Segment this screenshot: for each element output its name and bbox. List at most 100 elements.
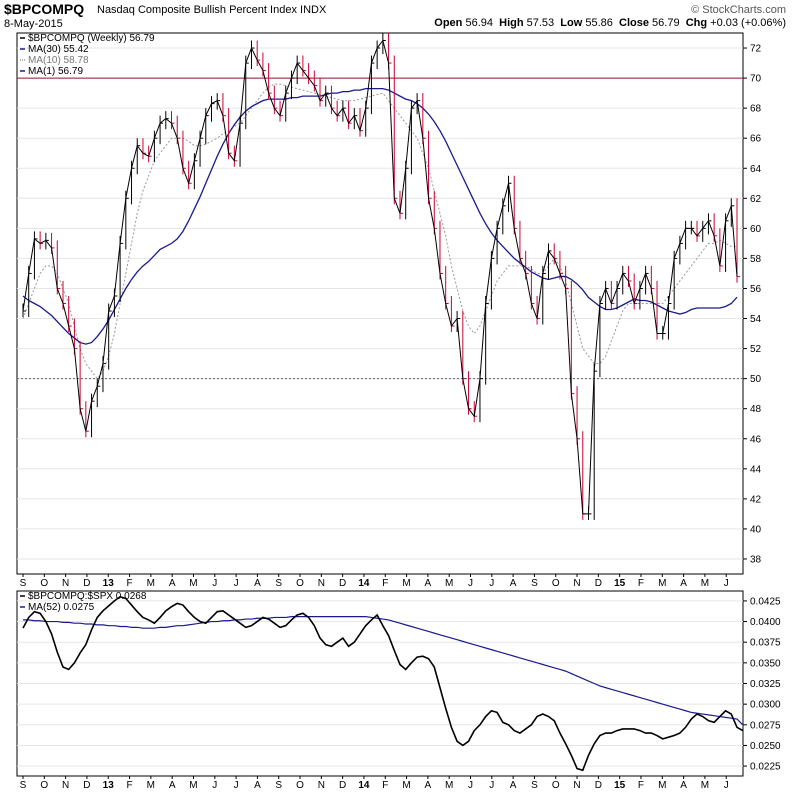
chg-label: Chg — [685, 17, 708, 29]
x-tick-label: S — [20, 578, 27, 589]
high-value: 57.53 — [526, 17, 555, 29]
y-tick-label: 54 — [750, 314, 762, 325]
y-tick-label: 62 — [750, 194, 762, 205]
x-tick-label: J — [468, 578, 473, 589]
legend-entry: MA(10) 58.78 — [28, 55, 89, 66]
x-tick-label: J — [724, 578, 729, 589]
y-tick-label: 56 — [750, 284, 762, 295]
chart-header: $BPCOMPQ Nasdaq Composite Bullish Percen… — [0, 0, 800, 32]
y-tick-label: 0.0225 — [750, 762, 781, 773]
x-tick-label: J — [212, 578, 217, 589]
legend-entry: MA(1) 56.79 — [28, 66, 83, 77]
y-tick-label: 58 — [750, 254, 762, 265]
low-value: 55.86 — [585, 17, 613, 29]
y-tick-label: 60 — [750, 224, 762, 235]
x-tick-label: S — [531, 578, 538, 589]
x-tick-label-bottom: D — [339, 780, 346, 791]
x-tick-label-bottom: F — [126, 780, 132, 791]
x-tick-label-bottom: M — [445, 780, 453, 791]
x-tick-label: 13 — [103, 578, 115, 589]
ratio-line — [22, 595, 744, 772]
x-tick-label: A — [254, 578, 261, 589]
y-tick-label: 40 — [750, 524, 762, 535]
y-tick-label: 46 — [750, 434, 762, 445]
x-tick-label-bottom: A — [680, 780, 687, 791]
x-tick-label: A — [510, 578, 517, 589]
x-tick-label-bottom: S — [531, 780, 538, 791]
y-tick-label: 52 — [750, 344, 762, 355]
x-tick-label: S — [275, 578, 282, 589]
x-tick-label: M — [402, 578, 410, 589]
y-tick-label: 70 — [750, 74, 762, 85]
y-tick-label: 66 — [750, 134, 762, 145]
panel-ratio: 0.0225 0.0250 0.0275 0.0300 0.0325 0.0350 0.03… — [16, 590, 781, 777]
x-tick-label: F — [126, 578, 132, 589]
legend-entry: MA(30) 55.42 — [28, 44, 89, 55]
y-tick-label: 0.0275 — [750, 720, 781, 731]
x-tick-label-bottom: M — [147, 780, 155, 791]
y-tick-label: 0.0325 — [750, 679, 781, 690]
y-tick-label: 0.0350 — [750, 658, 781, 669]
x-tick-label-bottom: F — [382, 780, 388, 791]
x-tick-label-bottom: D — [595, 780, 602, 791]
x-tick-label-bottom: J — [212, 780, 217, 791]
x-tick-label-bottom: O — [552, 780, 560, 791]
x-tick-label-bottom: S — [275, 780, 282, 791]
x-tick-label-bottom: F — [638, 780, 644, 791]
high-label: High — [499, 17, 524, 29]
x-tick-label: F — [382, 578, 388, 589]
x-tick-label-bottom: S — [20, 780, 27, 791]
ratio-ma52-line — [23, 616, 744, 726]
x-tick-label: N — [318, 578, 325, 589]
x-tick-label-bottom: 15 — [614, 780, 626, 791]
exchange-label: INDX — [300, 4, 327, 16]
chart-date: 8-May-2015 — [4, 18, 63, 30]
open-label: Open — [434, 17, 463, 29]
x-tick-label-bottom: D — [83, 780, 90, 791]
x-tick-label: M — [701, 578, 709, 589]
y-tick-label: 72 — [750, 44, 762, 55]
x-tick-label-bottom: N — [318, 780, 325, 791]
x-tick-label: D — [339, 578, 346, 589]
x-tick-label-bottom: A — [425, 780, 432, 791]
x-tick-label: D — [595, 578, 602, 589]
x-tick-label: J — [489, 578, 494, 589]
x-tick-label: A — [425, 578, 432, 589]
close-label: Close — [619, 17, 649, 29]
x-tick-label: J — [234, 578, 239, 589]
y-tick-label: 0.0300 — [750, 700, 781, 711]
x-tick-label: M — [147, 578, 155, 589]
x-tick-label-bottom: 13 — [103, 780, 115, 791]
x-tick-label: F — [638, 578, 644, 589]
x-tick-label-bottom: M — [701, 780, 709, 791]
ma1-line — [22, 39, 738, 515]
y-tick-label: 68 — [750, 104, 762, 115]
x-tick-label: N — [62, 578, 69, 589]
y-tick-label: 42 — [750, 494, 762, 505]
y-tick-label: 0.0250 — [750, 741, 781, 752]
chg-value: +0.03 (+0.06%) — [710, 17, 786, 29]
close-value: 56.79 — [652, 17, 680, 29]
stockcharts-brand: © StockCharts.com — [691, 4, 786, 16]
x-tick-label: A — [680, 578, 687, 589]
x-tick-label-bottom: O — [296, 780, 304, 791]
y-tick-label: 38 — [750, 554, 762, 565]
x-tick-label-bottom: M — [189, 780, 197, 791]
y-tick-label: 64 — [750, 164, 762, 175]
x-tick-label-bottom: A — [510, 780, 517, 791]
x-tick-label: 15 — [614, 578, 626, 589]
panel-main: 38 40 42 44 46 48 50 52 54 56 58 60 62 64 66 68 70 72 $BPC… — [16, 32, 762, 575]
y-tick-label: 44 — [750, 464, 762, 475]
y-tick-label: 0.0375 — [750, 638, 781, 649]
x-tick-label-bottom: N — [573, 780, 580, 791]
index-name-text: Nasdaq Composite Bullish Percent Index — [97, 4, 297, 16]
x-tick-label-bottom: 14 — [358, 780, 370, 791]
legend-entry: $BPCOMPQ (Weekly) 56.79 — [28, 33, 155, 44]
x-tick-label: A — [169, 578, 176, 589]
y-tick-label: 0.0400 — [750, 617, 781, 628]
x-tick-label-bottom: O — [40, 780, 48, 791]
symbol-title: $BPCOMPQ — [4, 1, 85, 17]
index-name: Nasdaq Composite Bullish Percent Index I… — [97, 4, 326, 16]
y-tick-label: 0.0425 — [750, 596, 781, 607]
